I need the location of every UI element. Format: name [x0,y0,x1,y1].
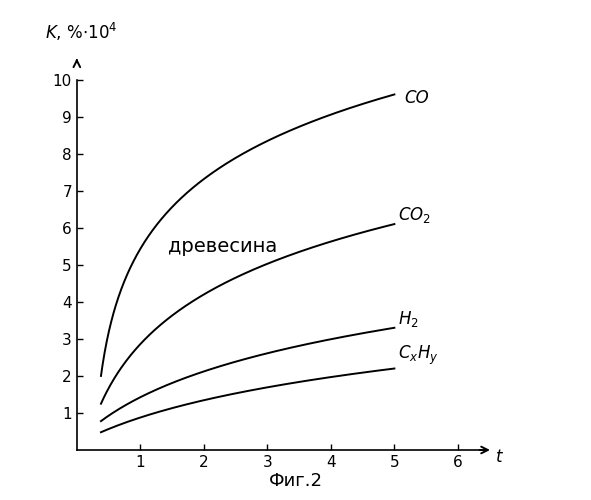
Text: H$_2$: H$_2$ [398,308,418,328]
Text: древесина: древесина [168,237,278,256]
Text: $K$, %$\cdot$10$^4$: $K$, %$\cdot$10$^4$ [45,20,118,42]
Text: C$_x$H$_y$: C$_x$H$_y$ [398,344,439,367]
Text: Фиг.2: Фиг.2 [268,472,323,490]
Text: $t$: $t$ [495,448,504,466]
Text: CO$_2$: CO$_2$ [398,205,431,225]
Text: CO: CO [404,89,428,107]
